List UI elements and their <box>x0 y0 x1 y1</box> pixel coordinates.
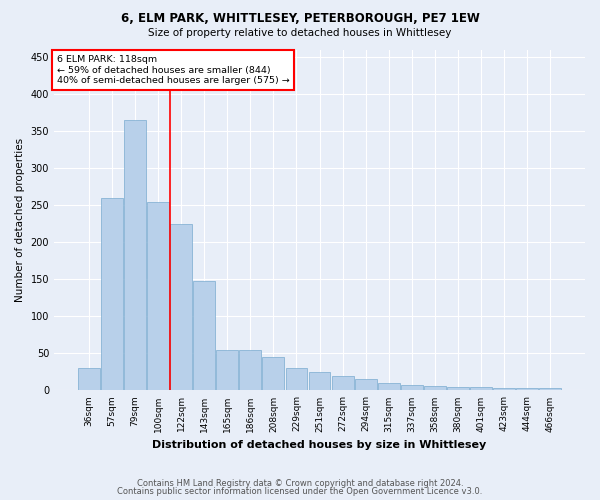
Bar <box>355 380 377 390</box>
Bar <box>377 383 400 390</box>
Bar <box>493 388 515 390</box>
Bar <box>101 198 123 390</box>
Bar <box>401 384 422 390</box>
Bar <box>170 224 192 390</box>
Y-axis label: Number of detached properties: Number of detached properties <box>15 138 25 302</box>
Bar <box>470 388 492 390</box>
Bar <box>239 350 262 391</box>
Bar <box>147 202 169 390</box>
Bar <box>447 386 469 390</box>
Text: Contains HM Land Registry data © Crown copyright and database right 2024.: Contains HM Land Registry data © Crown c… <box>137 478 463 488</box>
Bar <box>424 386 446 390</box>
Bar <box>217 350 238 391</box>
Text: 6 ELM PARK: 118sqm
← 59% of detached houses are smaller (844)
40% of semi-detach: 6 ELM PARK: 118sqm ← 59% of detached hou… <box>56 55 289 85</box>
Bar <box>516 388 538 390</box>
X-axis label: Distribution of detached houses by size in Whittlesey: Distribution of detached houses by size … <box>152 440 487 450</box>
Text: 6, ELM PARK, WHITTLESEY, PETERBOROUGH, PE7 1EW: 6, ELM PARK, WHITTLESEY, PETERBOROUGH, P… <box>121 12 479 26</box>
Text: Size of property relative to detached houses in Whittlesey: Size of property relative to detached ho… <box>148 28 452 38</box>
Bar <box>308 372 331 390</box>
Text: Contains public sector information licensed under the Open Government Licence v3: Contains public sector information licen… <box>118 487 482 496</box>
Bar <box>286 368 307 390</box>
Bar <box>193 281 215 390</box>
Bar <box>332 376 353 390</box>
Bar <box>262 357 284 390</box>
Bar <box>124 120 146 390</box>
Bar <box>78 368 100 390</box>
Bar <box>539 388 561 390</box>
